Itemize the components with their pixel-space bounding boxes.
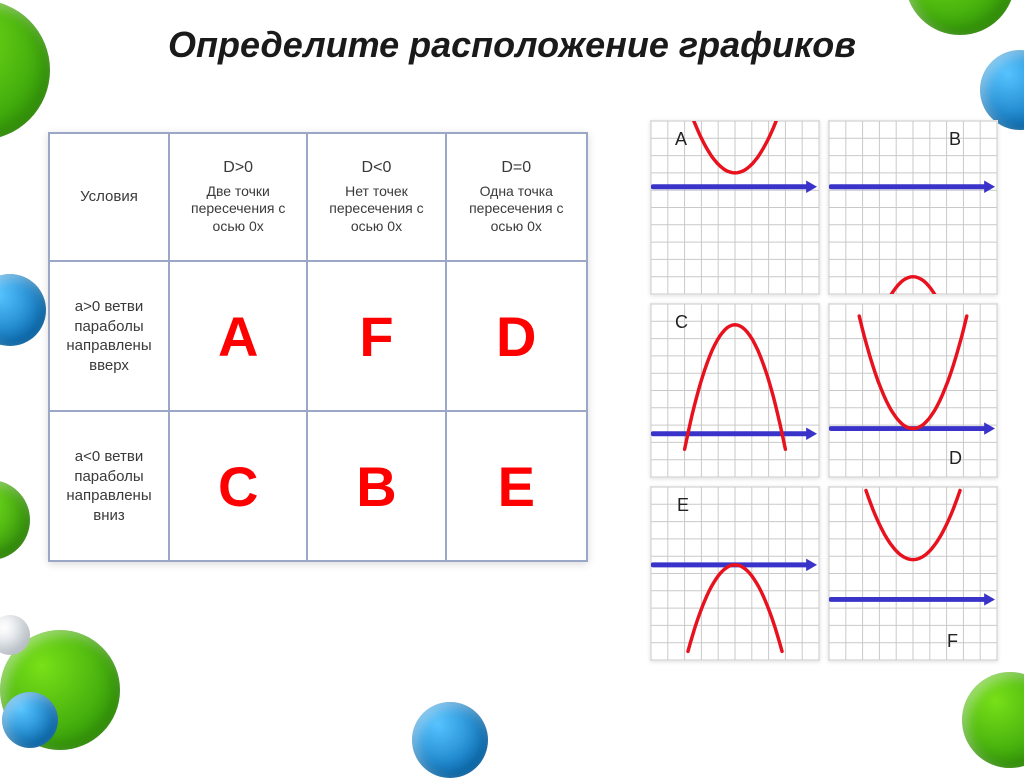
graph-label: E — [677, 495, 689, 516]
bubble — [962, 672, 1024, 768]
bubble — [0, 0, 50, 140]
answer-E: E — [446, 411, 587, 561]
row-2-label: a<0 ветви параболы направлены вниз — [49, 411, 169, 561]
bubble — [0, 480, 30, 560]
graph-label: D — [949, 448, 962, 469]
graph-tile-E: E — [650, 486, 820, 661]
graph-label: B — [949, 129, 961, 150]
answer-B: B — [307, 411, 445, 561]
col-1-desc: Две точки пересечения с осью 0х — [176, 183, 300, 236]
col-header-2: D<0 Нет точек пересечения с осью 0х — [307, 133, 445, 261]
answer-F: F — [307, 261, 445, 411]
col-header-1: D>0 Две точки пересечения с осью 0х — [169, 133, 307, 261]
graph-label: F — [947, 631, 958, 652]
answer-A: A — [169, 261, 307, 411]
bubble — [0, 274, 46, 346]
row-1-label: a>0 ветви параболы направлены вверх — [49, 261, 169, 411]
conditions-table: Условия D>0 Две точки пересечения с осью… — [48, 132, 588, 562]
graph-tile-D: D — [828, 303, 998, 478]
graph-tile-A: A — [650, 120, 820, 295]
graph-label: C — [675, 312, 688, 333]
col-2-title: D<0 — [314, 159, 438, 177]
graph-tile-B: B — [828, 120, 998, 295]
answer-C: C — [169, 411, 307, 561]
page-title: Определите расположение графиков — [0, 24, 1024, 66]
answer-D: D — [446, 261, 587, 411]
graph-tile-C: C — [650, 303, 820, 478]
col-3-desc: Одна точка пересечения с осью 0х — [453, 183, 580, 236]
graph-tile-F: F — [828, 486, 998, 661]
graph-grid: A B C D E F — [650, 120, 998, 661]
graph-label: A — [675, 129, 687, 150]
table-corner: Условия — [49, 133, 169, 261]
col-2-desc: Нет точек пересечения с осью 0х — [314, 183, 438, 236]
col-1-title: D>0 — [176, 159, 300, 177]
col-header-3: D=0 Одна точка пересечения с осью 0х — [446, 133, 587, 261]
col-3-title: D=0 — [453, 159, 580, 177]
bubble — [2, 692, 58, 748]
